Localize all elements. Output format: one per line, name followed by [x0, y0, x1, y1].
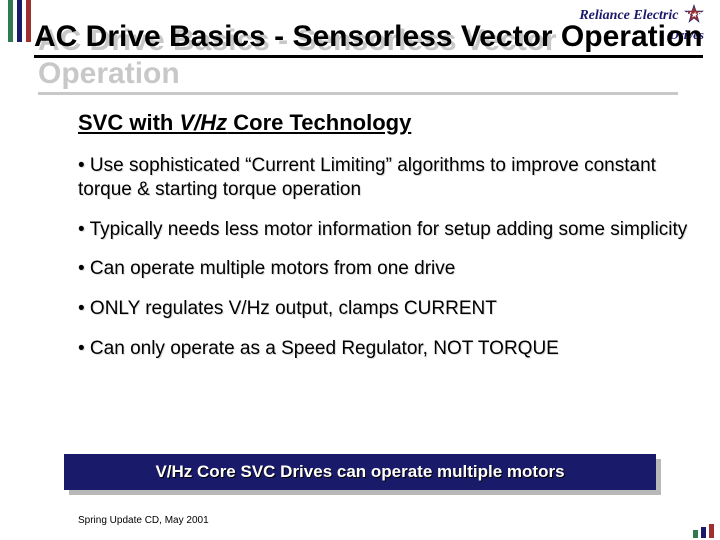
bottom-accent-bars [600, 524, 720, 540]
bottom-bar-red [709, 524, 714, 538]
accent-bar-navy [17, 0, 22, 42]
slide-subtitle: SVC with V/Hz Core Technology [78, 110, 690, 136]
bottom-bar-green [693, 530, 698, 538]
title-underline-shadow [38, 92, 678, 95]
slide-footer: Spring Update CD, May 2001 [78, 515, 209, 526]
highlight-banner-wrap: V/Hz Core SVC Drives can operate multipl… [64, 454, 656, 494]
accent-bar-green [8, 0, 13, 42]
top-accent-bars [8, 0, 34, 42]
slide-content: SVC with V/Hz Core Technology • Use soph… [78, 110, 690, 377]
svg-text:V★S: V★S [686, 11, 702, 19]
subtitle-italic: V/Hz [179, 110, 227, 135]
subtitle-suffix: Core Technology [227, 110, 411, 135]
bullet-item: • Use sophisticated “Current Limiting” a… [78, 154, 690, 202]
bullet-item: • Can operate multiple motors from one d… [78, 257, 690, 281]
slide-title: AC Drive Basics - Sensorless Vector Oper… [34, 20, 703, 58]
subtitle-prefix: SVC with [78, 110, 179, 135]
bullet-item: • Can only operate as a Speed Regulator,… [78, 337, 690, 361]
bullet-item: • Typically needs less motor information… [78, 218, 690, 242]
bottom-bar-navy [701, 527, 706, 538]
bullet-item: • ONLY regulates V/Hz output, clamps CUR… [78, 297, 690, 321]
highlight-banner: V/Hz Core SVC Drives can operate multipl… [64, 454, 656, 490]
slide-title-wrap: AC Drive Basics - Sensorless Vector Oper… [34, 20, 704, 58]
accent-bar-red [26, 0, 31, 42]
